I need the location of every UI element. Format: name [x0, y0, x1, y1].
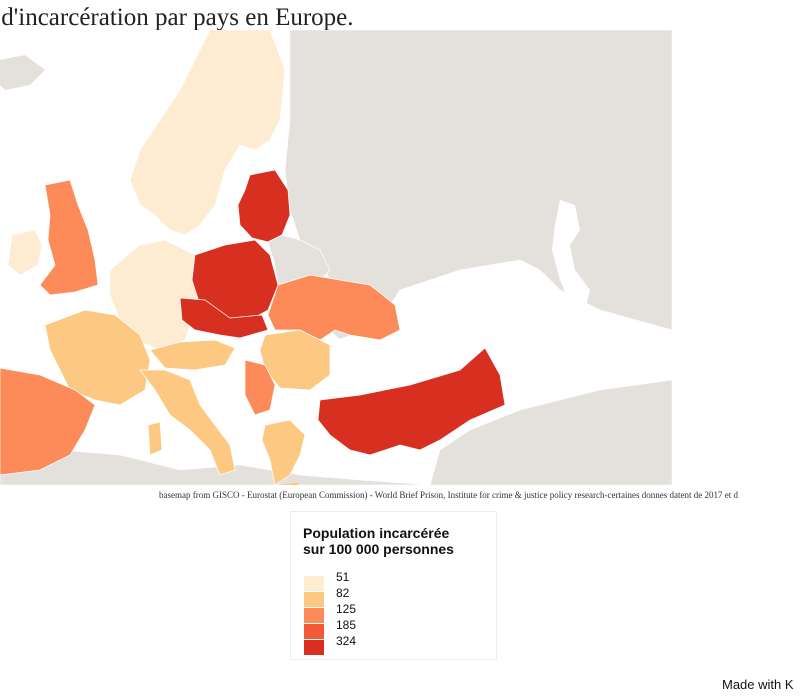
- legend-swatch-2: [304, 592, 324, 607]
- country-turkey: [317, 347, 506, 456]
- country-spain: [0, 367, 96, 476]
- country-scandinavia: [129, 30, 286, 236]
- legend-swatch-1: [304, 576, 324, 591]
- island-crete: [280, 482, 300, 485]
- country-central-west: [109, 239, 199, 351]
- country-uk: [39, 179, 99, 296]
- country-greece: [261, 419, 306, 485]
- country-alps: [149, 339, 236, 371]
- country-serbia: [244, 359, 276, 416]
- europe-map: [0, 30, 672, 485]
- map-title: ux d'incarcération par pays en Europe.: [0, 4, 354, 31]
- map-source: basemap from GISCO - Eurostat (European …: [159, 490, 738, 500]
- land-africa: [0, 449, 431, 485]
- legend-label-2: 82: [336, 586, 350, 600]
- country-czech-slovakia: [179, 297, 269, 339]
- legend-label-4: 185: [336, 618, 357, 632]
- island-cyprus: [440, 458, 455, 466]
- legend-swatch-3: [304, 608, 324, 623]
- country-ukraine: [267, 274, 401, 341]
- land-iceland: [0, 55, 45, 90]
- caspian-sea: [552, 200, 590, 310]
- country-italy-sardinia: [147, 421, 163, 456]
- made-with-link[interactable]: Made with K: [722, 677, 794, 692]
- map-legend: Population incarcérée sur 100 000 person…: [290, 511, 497, 660]
- country-poland: [191, 239, 279, 321]
- legend-label-3: 125: [336, 602, 357, 616]
- legend-swatch-5: [304, 640, 324, 655]
- legend-title: Population incarcérée sur 100 000 person…: [303, 525, 454, 557]
- map-svg: [0, 30, 672, 485]
- legend-label-5: 324: [336, 634, 357, 648]
- country-ireland: [7, 229, 43, 276]
- country-romania: [259, 329, 331, 391]
- legend-label-1: 51: [336, 570, 350, 584]
- legend-swatch-4: [304, 624, 324, 639]
- country-italy: [139, 369, 236, 476]
- country-france: [44, 309, 151, 406]
